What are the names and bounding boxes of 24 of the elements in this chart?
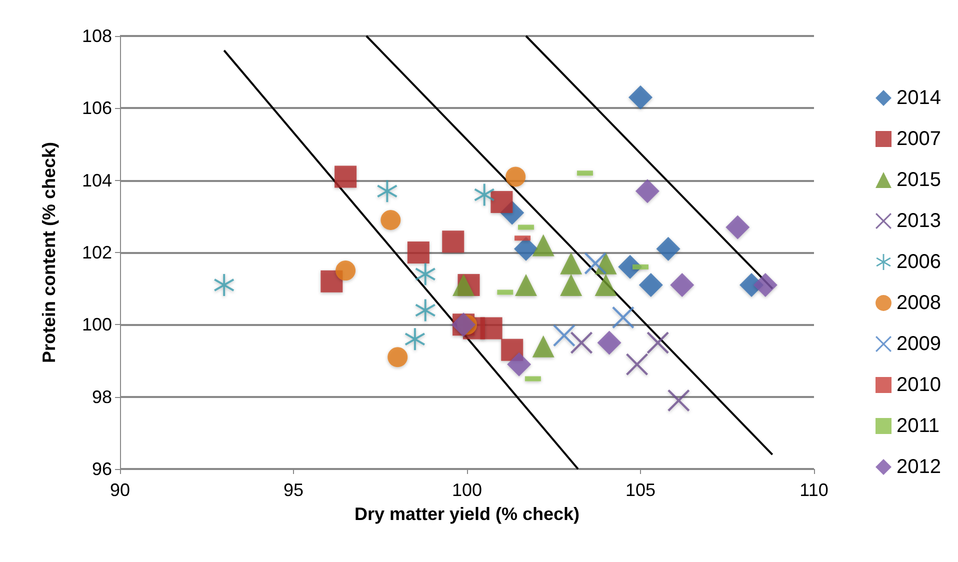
- legend-label: 2010: [896, 374, 942, 396]
- legend-label: 2007: [896, 128, 942, 150]
- y-tick-label: 98: [92, 386, 112, 407]
- legend-label: 2009: [896, 333, 942, 355]
- x-tick-label: 100: [452, 480, 482, 500]
- legend-label: 2011: [896, 415, 940, 437]
- x-axis-title: Dry matter yield (% check): [354, 504, 580, 524]
- y-tick-label: 104: [82, 170, 112, 190]
- legend-label: 2012: [896, 456, 942, 478]
- y-tick-label: 96: [92, 459, 112, 479]
- x-tick-label: 95: [283, 480, 304, 500]
- legend-label: 2015: [896, 169, 942, 191]
- x-tick-label: 105: [625, 480, 656, 500]
- legend-label: 2006: [896, 251, 942, 273]
- y-tick-label: 106: [82, 98, 112, 118]
- legend-label: 2013: [896, 210, 942, 232]
- y-tick-label: 100: [82, 314, 112, 335]
- y-axis-title: Protein content (% check): [39, 142, 59, 364]
- legend-label: 2014: [896, 87, 942, 109]
- y-tick-label: 102: [82, 242, 112, 262]
- x-tick-label: 90: [110, 480, 130, 500]
- legend-label: 2008: [896, 292, 942, 314]
- x-tick-label: 110: [800, 480, 828, 500]
- y-tick-label: 108: [82, 26, 112, 46]
